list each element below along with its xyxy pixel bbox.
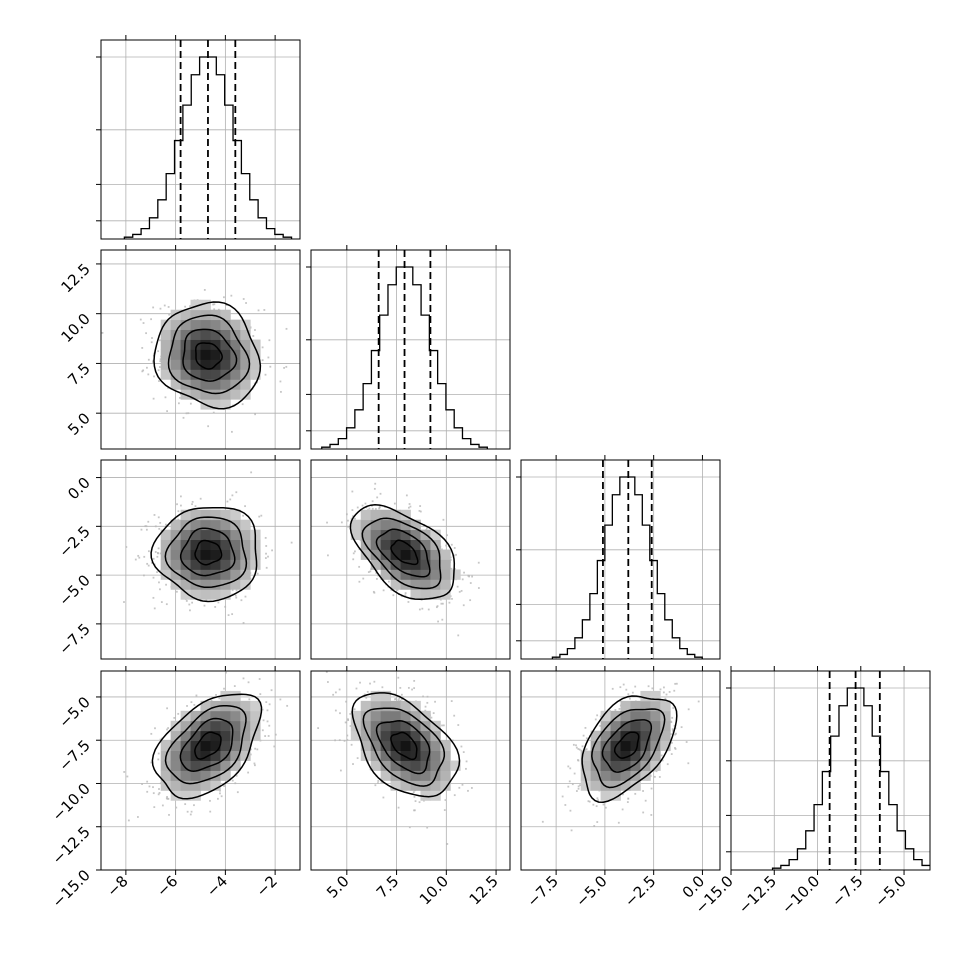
y-tick-label: −12.5 bbox=[49, 823, 94, 868]
panel-frame-1-1 bbox=[310, 249, 511, 450]
y-tick-label: −15.0 bbox=[49, 866, 94, 911]
y-tick-label: 0.0 bbox=[64, 474, 94, 504]
y-tick-label: −5.0 bbox=[55, 571, 93, 609]
x-tick-label: −5.0 bbox=[572, 872, 610, 910]
x-tick-label: −7.5 bbox=[523, 872, 561, 910]
x-tick-label: −10.0 bbox=[778, 872, 823, 917]
grid-lines bbox=[101, 40, 300, 239]
scatter-panel-3-1 bbox=[311, 671, 510, 870]
x-tick-label: 12.5 bbox=[466, 872, 502, 908]
histogram-panel-2 bbox=[516, 460, 720, 659]
x-tick-label: 7.5 bbox=[373, 872, 403, 902]
density-grid bbox=[160, 509, 261, 600]
panel-frame-2-1 bbox=[310, 459, 511, 660]
x-tick-label: −8 bbox=[103, 872, 131, 900]
panel-frame-3-3 bbox=[730, 670, 931, 871]
y-tick-label: −5.0 bbox=[55, 693, 93, 731]
density-contours bbox=[150, 507, 258, 603]
x-tick-label: −2 bbox=[253, 872, 281, 900]
scatter-panel-1-0 bbox=[101, 250, 300, 449]
x-tick-label: −4 bbox=[203, 872, 231, 900]
x-tick-label: −5.0 bbox=[871, 872, 909, 910]
scatter-panel-3-0 bbox=[101, 671, 300, 870]
density-contours bbox=[351, 692, 461, 798]
x-tick-label: −2.5 bbox=[621, 872, 659, 910]
scatter-panel-2-0 bbox=[101, 460, 300, 659]
panel-frame-1-0 bbox=[100, 249, 301, 450]
y-tick-label: 7.5 bbox=[64, 360, 94, 390]
y-tick-label: −2.5 bbox=[55, 522, 93, 560]
y-tick-label: −7.5 bbox=[55, 736, 93, 774]
histogram-2 bbox=[551, 476, 703, 659]
panel-frame-3-0 bbox=[100, 670, 301, 871]
density-grid bbox=[350, 690, 461, 801]
histogram-panel-0 bbox=[96, 40, 300, 239]
x-tick-label: 10.0 bbox=[416, 872, 452, 908]
density-contours bbox=[349, 503, 456, 601]
histogram-panel-3 bbox=[726, 671, 930, 870]
panel-frame-0-0 bbox=[100, 39, 301, 240]
panel-frame-3-2 bbox=[520, 670, 721, 871]
histogram-panel-1 bbox=[306, 250, 510, 449]
y-tick-label: −10.0 bbox=[49, 780, 94, 825]
x-tick-label: −12.5 bbox=[735, 872, 780, 917]
density-grid bbox=[350, 509, 461, 600]
panel-frame-2-2 bbox=[520, 459, 721, 660]
grid-lines bbox=[521, 460, 720, 659]
density-contours bbox=[581, 695, 678, 803]
grid-lines bbox=[311, 250, 510, 449]
y-tick-label: 5.0 bbox=[64, 409, 94, 439]
x-tick-label: −6 bbox=[153, 872, 181, 900]
density-contours bbox=[153, 301, 262, 410]
x-tick-label: 5.0 bbox=[323, 872, 353, 902]
y-tick-label: 10.0 bbox=[57, 310, 93, 346]
y-tick-label: 12.5 bbox=[57, 260, 93, 296]
panel-frame-2-0 bbox=[100, 459, 301, 660]
y-tick-label: −7.5 bbox=[55, 620, 93, 658]
scatter-panel-2-1 bbox=[311, 460, 510, 659]
x-tick-label: −7.5 bbox=[828, 872, 866, 910]
panel-frame-3-1 bbox=[310, 670, 511, 871]
scatter-panel-3-2 bbox=[521, 671, 720, 870]
density-contours bbox=[151, 693, 263, 800]
